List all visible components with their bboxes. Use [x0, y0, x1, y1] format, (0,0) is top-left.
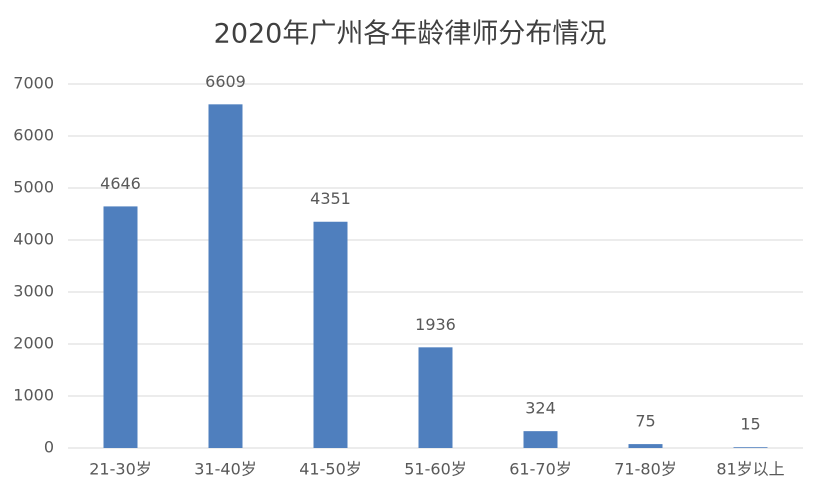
data-label: 15 — [740, 415, 760, 434]
x-tick-label: 31-40岁 — [194, 460, 257, 479]
bar — [103, 206, 138, 448]
y-tick-label: 5000 — [13, 178, 54, 197]
data-label: 4351 — [310, 189, 351, 208]
x-tick-label: 41-50岁 — [299, 460, 362, 479]
bar — [733, 447, 768, 448]
x-tick-label: 81岁以上 — [716, 460, 784, 479]
x-tick-label: 21-30岁 — [89, 460, 152, 479]
bar — [523, 431, 558, 448]
bar — [418, 347, 453, 448]
bar — [628, 444, 663, 448]
chart-title: 2020年广州各年龄律师分布情况 — [214, 19, 607, 50]
y-tick-label: 3000 — [13, 282, 54, 301]
data-label: 1936 — [415, 315, 456, 334]
bar — [208, 104, 243, 448]
bar — [313, 221, 348, 448]
x-tick-label: 51-60岁 — [404, 460, 467, 479]
y-tick-label: 6000 — [13, 126, 54, 145]
y-tick-label: 2000 — [13, 334, 54, 353]
data-label: 324 — [525, 399, 556, 418]
data-label: 6609 — [205, 72, 246, 91]
data-label: 75 — [635, 412, 655, 431]
data-label: 4646 — [100, 174, 141, 193]
y-tick-label: 1000 — [13, 386, 54, 405]
y-tick-label: 4000 — [13, 230, 54, 249]
y-tick-label: 7000 — [13, 74, 54, 93]
y-tick-label: 0 — [44, 438, 54, 457]
x-tick-label: 61-70岁 — [509, 460, 572, 479]
x-tick-label: 71-80岁 — [614, 460, 677, 479]
